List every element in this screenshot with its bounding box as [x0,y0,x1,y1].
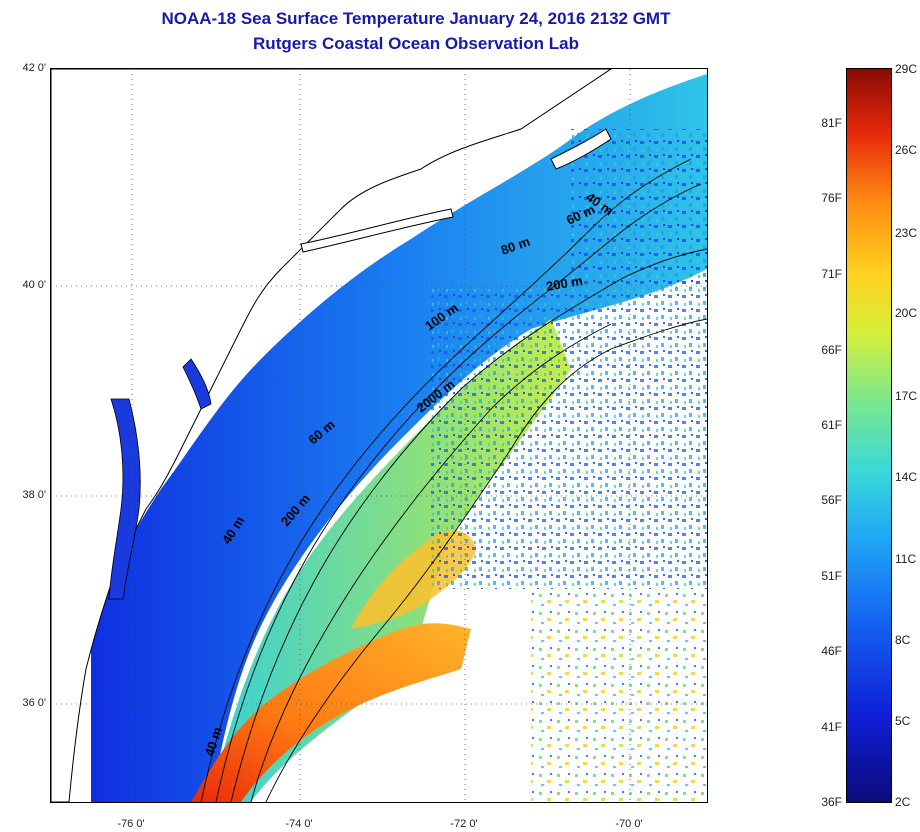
colorbar-label-66f: 66F [821,343,842,357]
lat-label-42: 42 0' [22,62,46,74]
depth-label-200m-ne: 200 m [545,273,584,294]
colorbar-label-17c: 17C [895,389,918,403]
colorbar-label-51f: 51F [821,569,842,583]
colorbar-label-11c: 11C [895,552,917,566]
offshore-patches-2 [531,589,707,802]
colorbar-label-14c: 14C [895,470,918,484]
colorbar-label-36f: 36F [821,795,842,809]
colorbar-label-61f: 61F [821,418,842,432]
lat-label-36: 36 0' [22,697,46,709]
lon-label-76: -76 0' [117,818,145,830]
delaware-bay [182,358,212,410]
colorbar-label-56f: 56F [821,493,842,507]
cape-cod [550,128,612,170]
colorbar-label-23c: 23C [895,226,918,240]
colorbar-label-41f: 41F [821,720,842,734]
offshore-patches-1 [431,289,707,589]
colorbar-label-20c: 20C [895,306,918,320]
gulf-stream [191,623,471,802]
title-line-1: NOAA-18 Sea Surface Temperature January … [161,9,671,28]
lon-label-74: -74 0' [285,818,313,830]
colorbar-label-71f: 71F [821,267,842,281]
lon-label-72: -72 0' [450,818,478,830]
chart-title: NOAA-18 Sea Surface Temperature January … [0,6,832,56]
colorbar-label-5c: 5C [895,714,911,728]
lon-label-70: -70 0' [615,818,643,830]
lat-label-38: 38 0' [22,489,46,501]
colorbar-label-26c: 26C [895,143,918,157]
colorbar-label-29c: 29C [895,62,918,76]
title-line-2: Rutgers Coastal Ocean Observation Lab [253,34,579,53]
lat-label-40: 40 0' [22,279,46,291]
land-mass [51,69,612,802]
sst-map-svg: 40 m 60 m 80 m 200 m 100 m 2000 m 60 m 2… [51,69,707,802]
offshore-patches-3 [571,129,707,289]
graticule [51,69,707,802]
colorbar-label-81f: 81F [821,116,842,130]
colorbar-label-2c: 2C [895,795,911,809]
colorbar-label-8c: 8C [895,633,911,647]
temperature-colorbar [846,68,892,803]
isobaths [200,158,707,802]
shelf-water [91,74,707,802]
long-island [300,208,454,253]
chesapeake-bay [108,398,141,600]
colorbar-label-46f: 46F [821,644,842,658]
colorbar-label-76f: 76F [821,191,842,205]
sst-map: 40 m 60 m 80 m 200 m 100 m 2000 m 60 m 2… [50,68,708,803]
